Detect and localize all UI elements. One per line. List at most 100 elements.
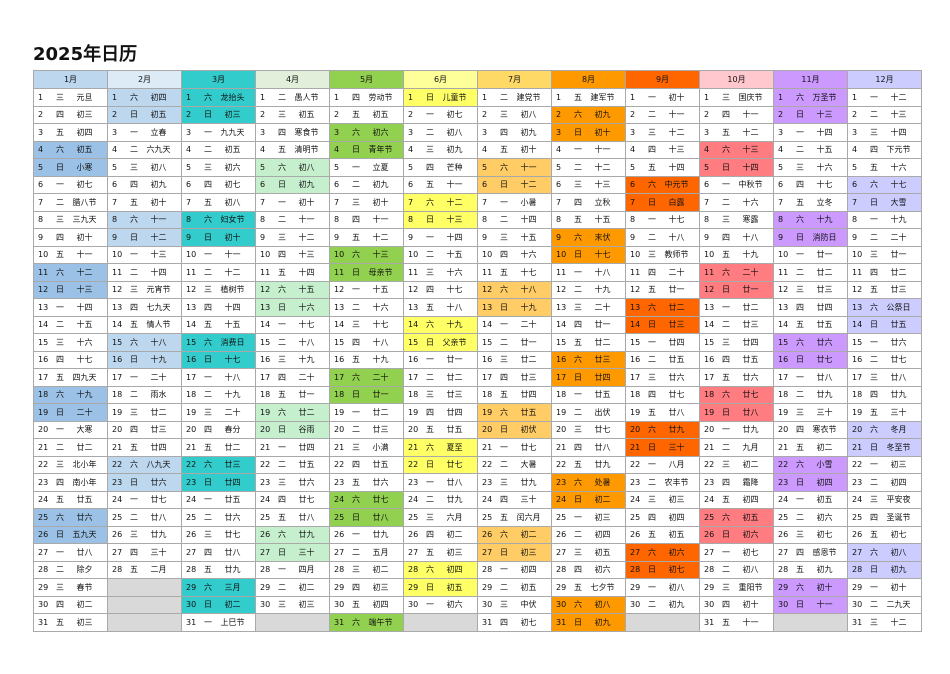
day-cell: 12 四十七 <box>403 280 478 299</box>
weekday: 三 <box>574 180 582 190</box>
day-number: 15 <box>556 337 567 347</box>
lunar-label: 初四 <box>520 565 537 575</box>
day-cell: 20 五廿五 <box>403 420 478 439</box>
day-cell: 10 三廿一 <box>847 245 922 264</box>
lunar-label: 廿七 <box>890 355 907 365</box>
weekday: 日 <box>722 162 730 172</box>
day-cell: 11 六二十 <box>699 263 774 282</box>
day-cell: 11 二十四 <box>107 263 182 282</box>
weekday: 一 <box>278 442 286 452</box>
day-cell: 2 一初七 <box>403 105 478 124</box>
day-number: 8 <box>408 215 414 225</box>
weekday: 四 <box>204 547 212 557</box>
day-number: 1 <box>112 92 118 102</box>
lunar-label: 立夏 <box>372 162 389 172</box>
weekday: 一 <box>870 92 878 102</box>
weekday: 四 <box>56 600 64 610</box>
weekday: 三 <box>796 162 804 172</box>
day-cell: 1 六万圣节 <box>773 88 848 107</box>
day-number: 20 <box>704 425 715 435</box>
day-cell: 29 六三月 <box>181 578 256 597</box>
weekday: 五 <box>796 565 804 575</box>
lunar-label: 建军节 <box>590 92 615 102</box>
weekday: 三 <box>722 337 730 347</box>
weekday: 五 <box>648 285 656 295</box>
weekday: 五 <box>56 495 64 505</box>
day-number: 26 <box>556 530 567 540</box>
weekday: 四 <box>574 320 582 330</box>
weekday: 三 <box>500 110 508 120</box>
weekday: 四 <box>574 442 582 452</box>
day-cell: 18 四廿七 <box>625 385 700 404</box>
weekday: 三 <box>278 355 286 365</box>
weekday: 五 <box>278 145 286 155</box>
weekday: 日 <box>426 582 434 592</box>
lunar-label: 十一 <box>224 250 241 260</box>
day-cell: 9 日十二 <box>107 228 182 247</box>
weekday: 三 <box>278 232 286 242</box>
lunar-label: 三九天 <box>72 215 97 225</box>
weekday: 三 <box>278 477 286 487</box>
day-cell: 27 二五月 <box>329 543 404 562</box>
lunar-label: 十五 <box>372 285 389 295</box>
day-number: 13 <box>482 302 493 312</box>
weekday: 二 <box>500 215 508 225</box>
day-number: 28 <box>408 565 419 575</box>
weekday: 五 <box>352 355 360 365</box>
lunar-label: 初二 <box>372 565 389 575</box>
lunar-label: 廿七 <box>742 390 759 400</box>
day-cell: 16 四十七 <box>33 350 108 369</box>
lunar-label: 十五 <box>224 320 241 330</box>
day-number: 19 <box>112 407 123 417</box>
lunar-label: 初四 <box>76 127 93 137</box>
day-number: 7 <box>556 197 562 207</box>
weekday: 二 <box>204 267 212 277</box>
day-cell: 19 五廿八 <box>625 403 700 422</box>
weekday: 日 <box>130 232 138 242</box>
weekday: 五 <box>500 390 508 400</box>
weekday: 四 <box>426 285 434 295</box>
day-number: 11 <box>334 267 345 277</box>
day-cell: 9 一十四 <box>403 228 478 247</box>
lunar-label: 三月 <box>224 582 241 592</box>
lunar-label: 初二 <box>298 582 315 592</box>
lunar-label: 廿二 <box>668 302 685 312</box>
lunar-label: 廿四 <box>446 407 463 417</box>
day-number: 5 <box>630 162 636 172</box>
weekday: 五 <box>722 495 730 505</box>
weekday: 一 <box>204 127 212 137</box>
day-cell: 19 一廿二 <box>329 403 404 422</box>
lunar-label: 初五 <box>298 110 315 120</box>
day-number: 28 <box>852 565 863 575</box>
weekday: 六 <box>426 320 434 330</box>
weekday: 四 <box>278 250 286 260</box>
day-number: 8 <box>704 215 710 225</box>
day-number: 10 <box>778 250 789 260</box>
lunar-label: 二十 <box>890 232 907 242</box>
day-row: 21 二廿二 21 五廿四 21 五廿二 21 一廿四 21 三小满 21 六夏至 21 一廿七 21 四廿八… <box>33 438 922 457</box>
day-cell: 9 五十二 <box>329 228 404 247</box>
day-number: 20 <box>408 425 419 435</box>
day-cell: 5 六十一 <box>477 158 552 177</box>
day-number: 23 <box>38 477 49 487</box>
day-cell: 29 二初五 <box>477 578 552 597</box>
weekday: 三 <box>130 530 138 540</box>
weekday: 三 <box>722 92 730 102</box>
lunar-label: 初九 <box>594 617 611 627</box>
day-number: 19 <box>482 407 493 417</box>
lunar-label: 初十 <box>742 600 759 610</box>
weekday: 六 <box>648 302 656 312</box>
day-cell: 24 一廿七 <box>107 490 182 509</box>
day-cell: 14 日廿五 <box>847 315 922 334</box>
lunar-label: 十六 <box>742 197 759 207</box>
weekday: 二 <box>56 565 64 575</box>
day-number: 21 <box>630 442 641 452</box>
lunar-label: 情人节 <box>146 320 171 330</box>
day-cell: 13 日十六 <box>255 298 330 317</box>
day-cell: 21 一廿七 <box>477 438 552 457</box>
weekday: 三 <box>796 407 804 417</box>
weekday: 日 <box>500 180 508 190</box>
day-cell: 7 二十六 <box>699 193 774 212</box>
day-number: 25 <box>186 512 197 522</box>
weekday: 六 <box>574 477 582 487</box>
